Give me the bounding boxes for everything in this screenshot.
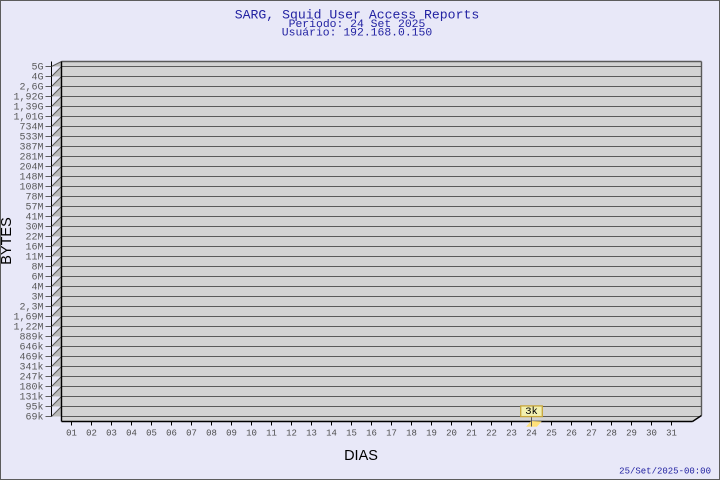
svg-text:25: 25: [546, 429, 557, 439]
svg-text:02: 02: [86, 429, 97, 439]
svg-text:03: 03: [106, 429, 117, 439]
svg-text:18: 18: [406, 429, 417, 439]
svg-text:12: 12: [286, 429, 297, 439]
svg-text:Usuário: 192.168.0.150: Usuário: 192.168.0.150: [282, 28, 433, 40]
svg-text:22: 22: [486, 429, 497, 439]
svg-text:3k: 3k: [525, 406, 538, 418]
svg-text:01: 01: [66, 429, 77, 439]
svg-text:27: 27: [586, 429, 597, 439]
svg-text:14: 14: [326, 429, 337, 439]
svg-text:BYTES: BYTES: [1, 217, 15, 265]
svg-text:21: 21: [466, 429, 477, 439]
svg-text:69k: 69k: [25, 412, 43, 424]
svg-text:28: 28: [606, 429, 617, 439]
svg-text:DIAS: DIAS: [344, 448, 378, 464]
svg-text:31: 31: [666, 429, 677, 439]
svg-text:25/Set/2025-00:00: 25/Set/2025-00:00: [619, 467, 711, 477]
svg-text:10: 10: [246, 429, 257, 439]
svg-text:20: 20: [446, 429, 457, 439]
svg-text:11: 11: [266, 429, 277, 439]
svg-text:24: 24: [526, 429, 537, 439]
svg-text:13: 13: [306, 429, 317, 439]
svg-text:05: 05: [146, 429, 157, 439]
svg-text:09: 09: [226, 429, 237, 439]
svg-text:19: 19: [426, 429, 437, 439]
svg-text:06: 06: [166, 429, 177, 439]
svg-text:16: 16: [366, 429, 377, 439]
svg-text:26: 26: [566, 429, 577, 439]
svg-text:29: 29: [626, 429, 637, 439]
svg-text:08: 08: [206, 429, 217, 439]
svg-text:15: 15: [346, 429, 357, 439]
svg-text:07: 07: [186, 429, 197, 439]
svg-text:04: 04: [126, 429, 137, 439]
svg-text:30: 30: [646, 429, 657, 439]
svg-text:23: 23: [506, 429, 517, 439]
svg-text:17: 17: [386, 429, 397, 439]
